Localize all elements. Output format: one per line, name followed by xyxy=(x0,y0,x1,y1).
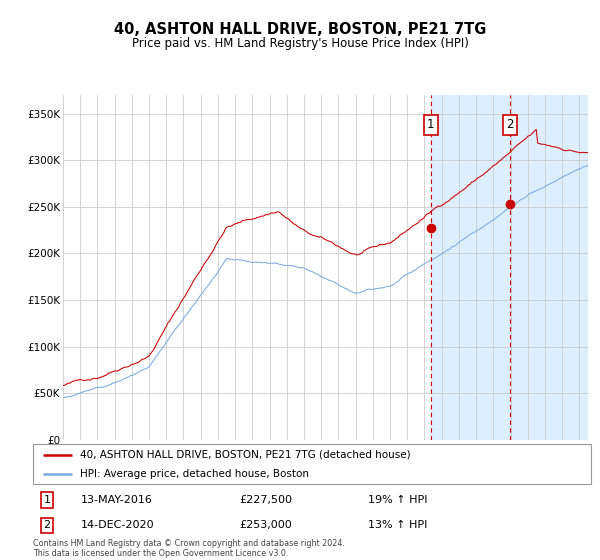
Text: 14-DEC-2020: 14-DEC-2020 xyxy=(80,520,154,530)
Text: £253,000: £253,000 xyxy=(239,520,292,530)
Text: Price paid vs. HM Land Registry's House Price Index (HPI): Price paid vs. HM Land Registry's House … xyxy=(131,36,469,50)
Text: 40, ASHTON HALL DRIVE, BOSTON, PE21 7TG: 40, ASHTON HALL DRIVE, BOSTON, PE21 7TG xyxy=(114,22,486,36)
Text: 1: 1 xyxy=(43,495,50,505)
Bar xyxy=(431,95,600,440)
Text: Contains HM Land Registry data © Crown copyright and database right 2024.
This d: Contains HM Land Registry data © Crown c… xyxy=(33,539,345,558)
Text: 2: 2 xyxy=(43,520,50,530)
Text: 19% ↑ HPI: 19% ↑ HPI xyxy=(368,495,427,505)
Text: 13-MAY-2016: 13-MAY-2016 xyxy=(80,495,152,505)
Text: HPI: Average price, detached house, Boston: HPI: Average price, detached house, Bost… xyxy=(80,469,310,478)
Text: £227,500: £227,500 xyxy=(239,495,292,505)
FancyBboxPatch shape xyxy=(33,444,591,484)
Text: 1: 1 xyxy=(427,119,434,132)
Text: 2: 2 xyxy=(506,119,514,132)
Text: 40, ASHTON HALL DRIVE, BOSTON, PE21 7TG (detached house): 40, ASHTON HALL DRIVE, BOSTON, PE21 7TG … xyxy=(80,450,411,460)
Text: 13% ↑ HPI: 13% ↑ HPI xyxy=(368,520,427,530)
